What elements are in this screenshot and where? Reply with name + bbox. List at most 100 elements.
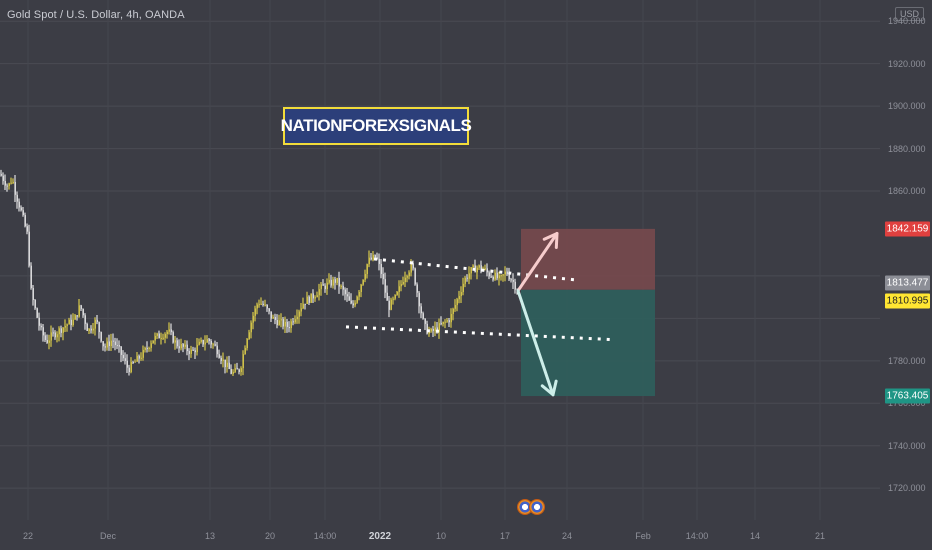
y-tick-label: 1860.000 — [888, 186, 926, 197]
candle-body — [506, 271, 508, 275]
candle-body — [222, 359, 224, 361]
candle-body — [60, 328, 62, 333]
candle-body — [318, 289, 320, 296]
candle-body — [48, 340, 50, 343]
candle-body — [368, 257, 370, 265]
candle-body — [500, 275, 502, 277]
candle-body — [244, 348, 246, 355]
candle-body — [392, 298, 394, 300]
candle-body — [418, 292, 420, 307]
candle-body — [484, 268, 486, 270]
candle-body — [502, 274, 504, 276]
candle-body — [102, 341, 104, 347]
candle-body — [212, 344, 214, 346]
candle-body — [426, 323, 428, 334]
down-arrow-shaft — [516, 289, 555, 397]
candle-body — [372, 254, 374, 260]
candle-body — [220, 357, 222, 361]
candle-body — [236, 368, 238, 370]
y-tick-label: 1900.000 — [888, 101, 926, 112]
candle-body — [0, 174, 2, 176]
candle-body — [488, 272, 490, 277]
candle-body — [84, 315, 86, 324]
candle-body — [298, 311, 300, 317]
candle-body — [388, 300, 390, 310]
x-tick-label: 14:00 — [685, 531, 709, 541]
candle-body — [96, 319, 98, 323]
candle-body — [58, 328, 60, 335]
candle-body — [82, 308, 84, 316]
candle-body — [168, 329, 170, 332]
candle-body — [420, 306, 422, 314]
candle-body — [410, 263, 412, 273]
candle-body — [512, 280, 514, 282]
x-tick-label: 14:00 — [313, 531, 337, 541]
up-arrow-shaft — [516, 231, 559, 293]
currency-badge[interactable]: USD — [894, 7, 924, 21]
us-flag-icon[interactable] — [518, 500, 532, 514]
candle-body — [86, 323, 88, 332]
candle-body — [472, 265, 474, 268]
candle-body — [18, 201, 20, 208]
up-arrow-head — [542, 231, 559, 249]
candle-body — [216, 345, 218, 355]
candle-body — [306, 296, 308, 304]
candle-body — [152, 340, 154, 344]
stop-price-label: 1842.159 — [885, 221, 930, 237]
candle-body — [386, 292, 388, 301]
candle-body — [52, 332, 54, 334]
candle-body — [496, 272, 498, 279]
candle-body — [204, 342, 206, 345]
candle-body — [424, 318, 426, 324]
candle-body — [366, 264, 368, 275]
candle-body — [150, 343, 152, 348]
candle-body — [14, 182, 16, 195]
candle-body — [412, 263, 414, 269]
candle-body — [294, 319, 296, 323]
candle-body — [310, 293, 312, 303]
candle-body — [154, 335, 156, 341]
candle-body — [300, 308, 302, 312]
candle-body — [382, 273, 384, 280]
x-tick-label: 13 — [204, 531, 216, 541]
candle-body — [196, 344, 198, 353]
candle-body — [164, 334, 166, 338]
candle-body — [478, 265, 480, 268]
candle-body — [138, 355, 140, 359]
last-price-label: 1810.995 — [885, 293, 930, 309]
candle-body — [20, 207, 22, 211]
candle-body — [330, 279, 332, 286]
candle-body — [442, 321, 444, 324]
candle-body — [398, 286, 400, 292]
candle-body — [126, 360, 128, 368]
candle-body — [358, 292, 360, 297]
candle-body — [258, 304, 260, 306]
candle-body — [92, 328, 94, 331]
candle-body — [514, 281, 516, 290]
candle-body — [46, 340, 48, 343]
candle-body — [510, 279, 512, 281]
x-tick-label: 17 — [499, 531, 511, 541]
us-flag-icon[interactable] — [530, 500, 544, 514]
candle-body — [162, 337, 164, 339]
candle-body — [178, 346, 180, 349]
candle-body — [322, 284, 324, 286]
candle-body — [100, 332, 102, 342]
chart-grid — [0, 20, 880, 489]
candle-body — [10, 182, 12, 184]
candle-body — [348, 296, 350, 301]
candle-body — [90, 328, 92, 331]
candle-body — [282, 319, 284, 327]
candle-body — [350, 300, 352, 304]
candle-body — [462, 283, 464, 293]
candle-body — [198, 341, 200, 345]
candle-body — [210, 340, 212, 345]
candle-body — [184, 344, 186, 347]
take-profit-zone[interactable] — [521, 289, 655, 397]
candle-body — [116, 345, 118, 347]
candle-body — [76, 315, 78, 317]
candle-body — [338, 277, 340, 287]
candle-body — [320, 284, 322, 290]
candle-body — [104, 346, 106, 348]
